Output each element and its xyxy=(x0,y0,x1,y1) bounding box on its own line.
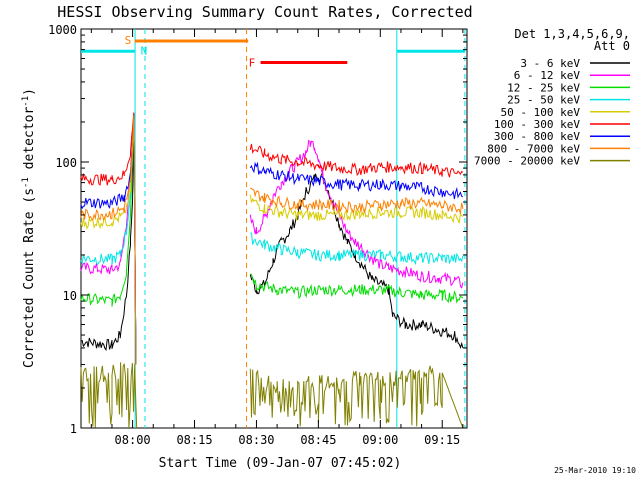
legend-label-0: 3 - 6 keV xyxy=(520,57,580,70)
sun-bar-label: S xyxy=(125,34,132,47)
y-axis-label-main: Corrected Count Rate (s xyxy=(22,188,37,368)
x-tick-label-4: 09:00 xyxy=(362,433,398,447)
series-line-25-50-kev xyxy=(80,113,464,365)
series-line-3-6-kev xyxy=(80,116,464,365)
series-layer xyxy=(80,112,464,429)
plot-area xyxy=(80,28,468,429)
x-tick-label-1: 08:15 xyxy=(176,433,212,447)
series-line-7000-20000-kev xyxy=(80,362,464,429)
series-line-800-7000-kev xyxy=(80,115,464,365)
legend-header-line1: Det 1,3,4,5,6,9, xyxy=(514,27,630,41)
y-axis-label-sup1: -1 xyxy=(21,177,31,188)
y-tick-label-0: 1 xyxy=(70,422,77,436)
legend-label-4: 50 - 100 keV xyxy=(501,106,581,119)
y-axis-label-sup2: -1 xyxy=(21,96,31,107)
y-axis-label-mid: detector xyxy=(22,107,37,178)
x-tick-label-0: 08:00 xyxy=(115,433,151,447)
x-tick-label-3: 08:45 xyxy=(300,433,336,447)
x-axis-label: Start Time (09-Jan-07 07:45:02) xyxy=(159,456,402,471)
y-axis-label: Corrected Count Rate (s-1 detector-1) xyxy=(21,88,37,368)
y-axis-label-end: ) xyxy=(22,88,37,96)
series-line-300-800-kev xyxy=(80,115,464,365)
series-line-50-100-kev xyxy=(80,116,464,365)
annotation-layer: SN F xyxy=(81,29,466,428)
night-bar-label: N xyxy=(141,44,148,57)
y-tick-label-1: 10 xyxy=(63,289,77,303)
legend-label-6: 300 - 800 keV xyxy=(494,130,580,143)
x-tick-label-5: 09:15 xyxy=(424,433,460,447)
chart-title: HESSI Observing Summary Count Rates, Cor… xyxy=(57,3,472,21)
legend-label-7: 800 - 7000 keV xyxy=(487,142,580,155)
x-tick-label-2: 08:30 xyxy=(238,433,274,447)
flare-bar-label: F xyxy=(249,56,256,69)
series-line-100-300-kev xyxy=(80,112,464,365)
axes-layer: 08:00 08:15 08:30 08:45 09:00 09:15 1 10 100 1000 xyxy=(48,23,467,447)
legend-label-8: 7000 - 20000 keV xyxy=(474,155,580,168)
plot-frame xyxy=(80,28,468,429)
series-line-12-25-kev xyxy=(80,116,464,365)
legend-header-line2: Att 0 xyxy=(594,39,630,53)
y-tick-label-2: 100 xyxy=(55,156,77,170)
legend-label-3: 25 - 50 keV xyxy=(507,94,580,107)
legend-label-2: 12 - 25 keV xyxy=(507,81,580,94)
render-timestamp: 25-Mar-2010 19:10 xyxy=(554,466,636,475)
legend-label-1: 6 - 12 keV xyxy=(514,69,581,82)
legend-label-5: 100 - 300 keV xyxy=(494,118,580,131)
y-tick-label-3: 1000 xyxy=(48,23,77,37)
